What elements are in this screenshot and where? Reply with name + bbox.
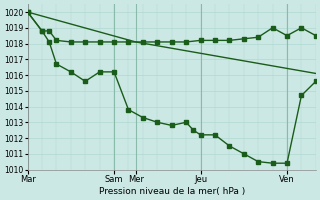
X-axis label: Pression niveau de la mer( hPa ): Pression niveau de la mer( hPa ) — [99, 187, 245, 196]
